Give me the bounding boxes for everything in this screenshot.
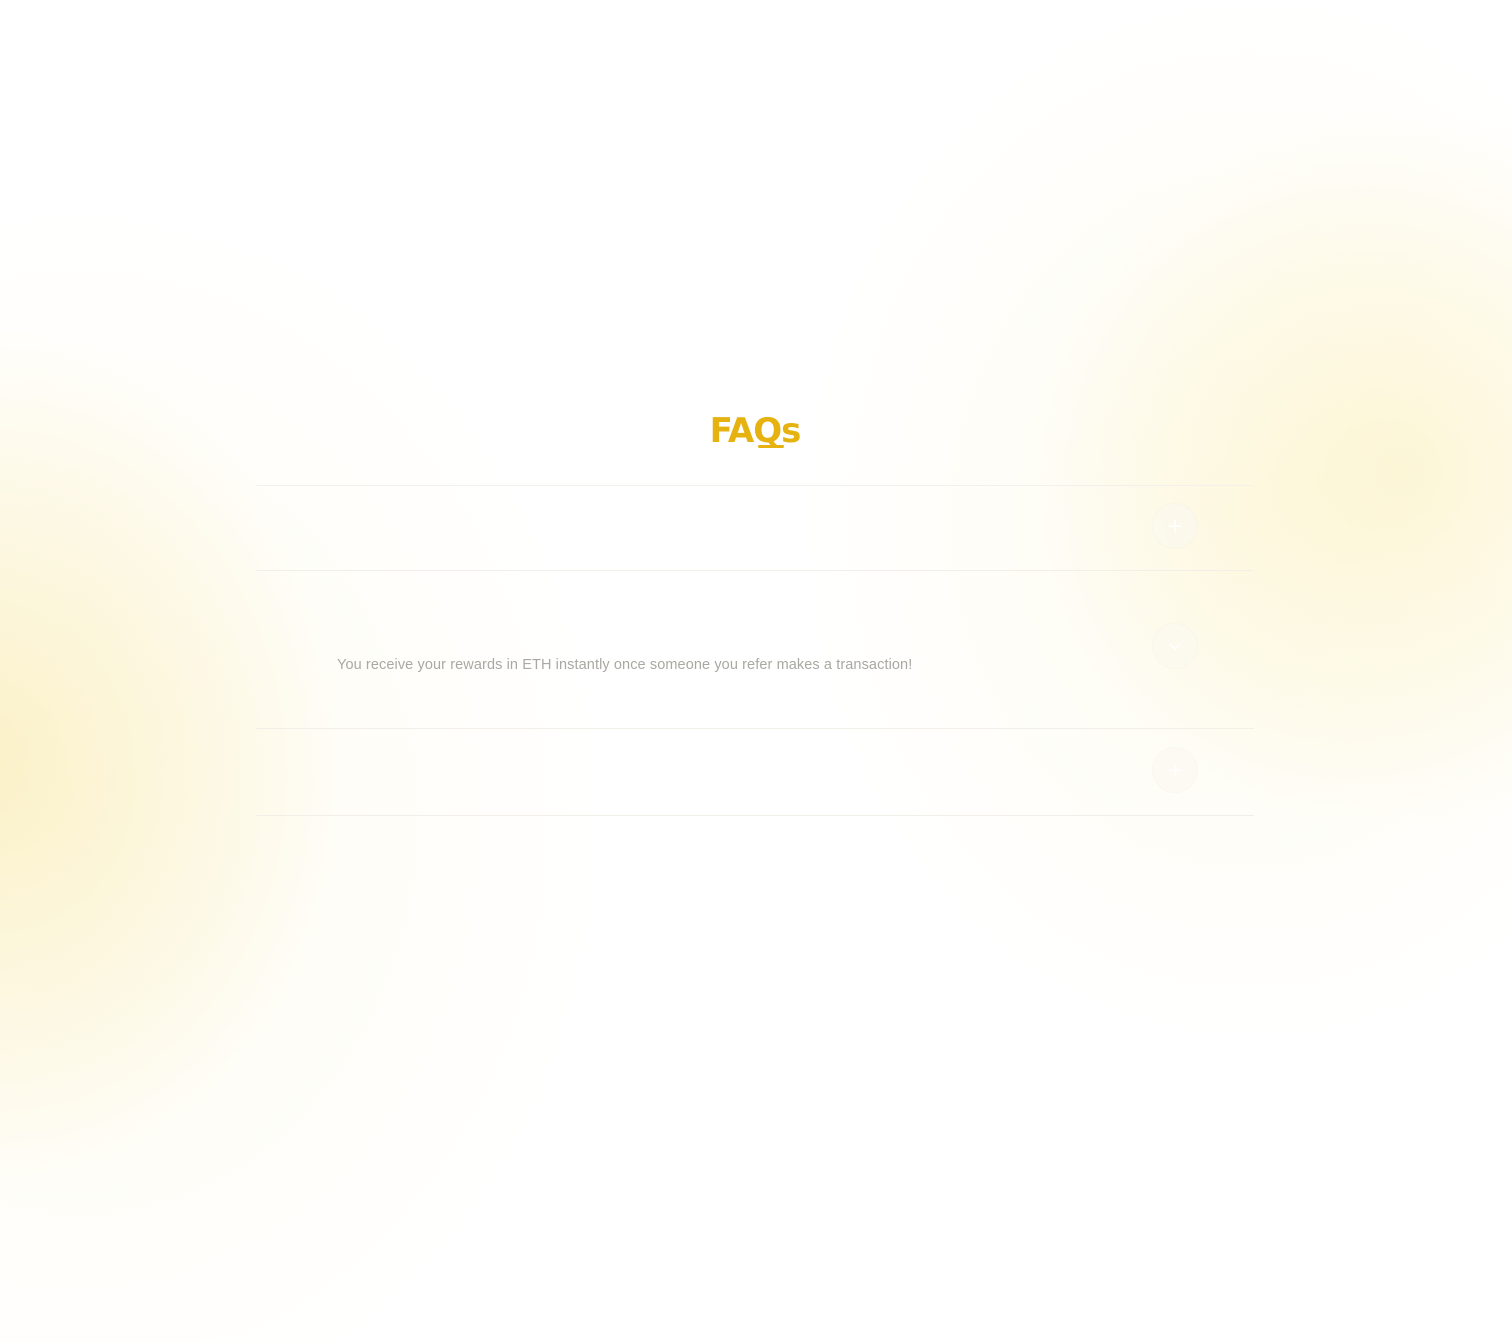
faq-toggle-button[interactable] [1153, 504, 1197, 548]
faq-item[interactable] [256, 729, 1254, 816]
faq-item[interactable] [256, 486, 1254, 571]
plus-icon [1167, 518, 1183, 534]
faq-title: FAQs [256, 395, 1254, 485]
faq-title-underline [758, 445, 784, 448]
faq-toggle-button[interactable] [1153, 748, 1197, 792]
faq-item-expanded[interactable]: You receive your rewards in ETH instantl… [256, 571, 1254, 729]
chevron-down-icon [1167, 638, 1183, 654]
faq-toggle-button[interactable] [1153, 624, 1197, 668]
plus-icon [1167, 762, 1183, 778]
faq-title-text: FAQs [709, 411, 802, 451]
faq-answer: You receive your rewards in ETH instantl… [337, 657, 913, 673]
faq-list: You receive your rewards in ETH instantl… [256, 485, 1254, 816]
faq-section: FAQs You receive [256, 395, 1254, 816]
